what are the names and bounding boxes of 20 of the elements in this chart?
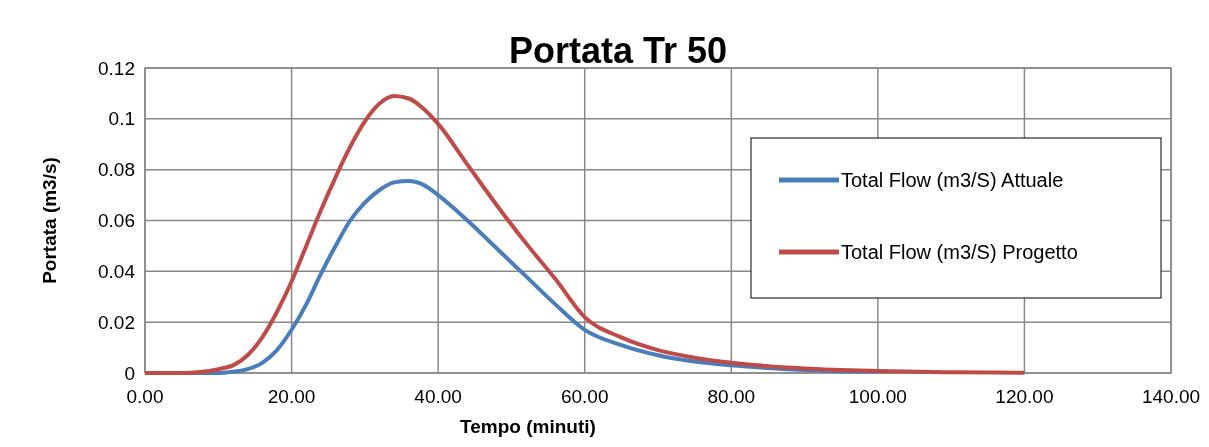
y-tick-label: 0 xyxy=(124,362,135,384)
chart-title: Portata Tr 50 xyxy=(508,30,728,71)
y-tick-label: 0.02 xyxy=(98,311,135,333)
y-tick-label: 0.08 xyxy=(98,159,135,181)
x-tick-label: 80.00 xyxy=(707,386,756,407)
y-tick-label: 0.12 xyxy=(98,57,135,79)
x-tick-label: 100.00 xyxy=(848,386,907,407)
y-tick-label: 0.04 xyxy=(98,260,136,282)
x-axis-title: Tempo (minuti) xyxy=(460,416,596,437)
x-tick-label: 60.00 xyxy=(560,386,609,407)
x-tick-label: 40.00 xyxy=(414,386,462,407)
x-tick-label: 0.00 xyxy=(126,386,164,407)
y-tick-label: 0.1 xyxy=(108,108,135,130)
legend-label: Total Flow (m3/S) Attuale xyxy=(841,169,1064,191)
y-tick-label: 0.06 xyxy=(98,210,135,232)
x-tick-label: 20.00 xyxy=(267,386,316,407)
legend-label: Total Flow (m3/S) Progetto xyxy=(841,241,1078,263)
x-tick-label: 140.00 xyxy=(1141,386,1201,407)
x-tick-label: 120.00 xyxy=(995,386,1054,407)
y-axis-title: Portata (m3/s) xyxy=(39,157,60,284)
